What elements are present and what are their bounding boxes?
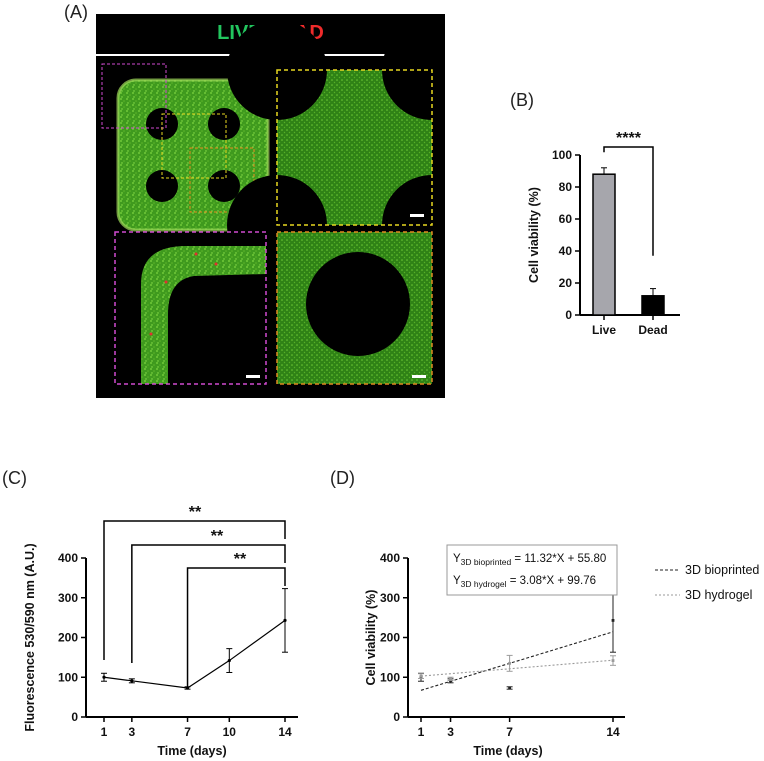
scale-bar [410, 214, 424, 217]
point-3d-bioprinted [449, 679, 452, 683]
fit-line-3d-bioprinted [420, 631, 614, 691]
chart-c-x-tick-label: 7 [184, 725, 191, 739]
chart-c-y-tick-label: 0 [71, 710, 78, 724]
scaffold-pore [208, 170, 240, 202]
equation-box [446, 544, 618, 596]
bar-live [592, 173, 616, 316]
chart-b-x-tick-label: Dead [638, 323, 667, 337]
chart-b-x-tick-label: Live [592, 323, 616, 337]
micrograph-image [101, 20, 445, 385]
chart-b-y-tick-label: 80 [559, 180, 573, 194]
chart-d-x-tick-label: 7 [506, 725, 513, 739]
scale-bar [412, 375, 426, 378]
chart-c-x-label: Time (days) [157, 744, 226, 758]
point-3d-hydrogel [419, 674, 423, 678]
chart-c-point [102, 675, 106, 679]
chart-c-point [227, 658, 231, 663]
chart-c-y-tick-label: 100 [58, 670, 78, 684]
chart-b-y-tick-label: 20 [559, 276, 573, 290]
chart-b-y-tick-label: 60 [559, 212, 573, 226]
chart-d-x-tick-label: 14 [606, 725, 620, 739]
chart-c-point [130, 679, 134, 683]
bar-dead [641, 295, 665, 316]
point-3d-hydrogel [449, 677, 452, 681]
chart-d-x-tick-label: 1 [418, 725, 425, 739]
chart-d-x-label: Time (days) [473, 744, 542, 758]
chart-c-point [185, 686, 190, 690]
chart-d-y-label: Cell viability (%) [364, 590, 378, 686]
scaffold-pore [146, 170, 178, 202]
chart-c-y-tick-label: 200 [58, 631, 78, 645]
point-3d-hydrogel [611, 659, 615, 662]
point-3d-hydrogel [508, 661, 512, 665]
chart-d-y-tick-label: 400 [380, 551, 400, 565]
legend-label-3d-hydrogel: 3D hydrogel [685, 588, 752, 602]
chart-b-significance-label: **** [616, 130, 642, 147]
chart-c-x-tick-label: 10 [223, 725, 237, 739]
zoom-box-magenta [101, 63, 167, 129]
inset-orange [276, 231, 433, 385]
chart-b-y-tick-label: 100 [552, 148, 572, 162]
chart-b-y-tick-label: 40 [559, 244, 573, 258]
panel-label-d: (D) [330, 468, 355, 488]
scaffold-overview [101, 63, 270, 232]
chart-c-x-tick-label: 1 [101, 725, 108, 739]
panel-label-b: (B) [510, 90, 534, 110]
chart-c-y-label: Fluorescence 530/590 nm (A.U.) [23, 543, 37, 731]
scale-bar [246, 375, 260, 378]
chart-c-y-tick-label: 300 [58, 591, 78, 605]
panel-label-c: (C) [2, 468, 27, 488]
chart-b-y-tick-label: 0 [565, 308, 572, 322]
chart-c-point [283, 618, 287, 623]
inset-magenta [114, 231, 267, 385]
chart-d-y-tick-label: 0 [393, 710, 400, 724]
point-3d-bioprinted [419, 675, 423, 679]
chart-c-x-tick-label: 14 [278, 725, 292, 739]
chart-c-significance-bracket [103, 520, 286, 660]
equation-1: Y3D bioprinted = 11.32*X + 55.80 [453, 553, 606, 567]
chart-c-significance-bracket [186, 567, 286, 688]
chart-c-series-line [103, 619, 286, 689]
point-3d-bioprinted [611, 619, 615, 622]
chart-d-x-tick-label: 3 [447, 725, 454, 739]
chart-c-significance-label: ** [234, 551, 247, 568]
chart-c-significance-bracket [131, 544, 286, 663]
chart-d-y-tick-label: 200 [380, 631, 400, 645]
chart-d-y-tick-label: 300 [380, 591, 400, 605]
legend-label-3d-bioprinted: 3D bioprinted [685, 563, 759, 577]
panel-label-a: (A) [64, 2, 88, 22]
chart-d-y-tick-label: 100 [380, 670, 400, 684]
chart-b-y-label: Cell viability (%) [527, 187, 541, 283]
chart-c-y-tick-label: 400 [58, 551, 78, 565]
scaffold-pore [208, 108, 240, 140]
chart-c-x-tick-label: 3 [129, 725, 136, 739]
point-3d-bioprinted [508, 686, 512, 690]
chart-c-significance-label: ** [211, 528, 224, 545]
zoom-box-orange [189, 147, 255, 213]
equation-2: Y3D hydrogel = 3.08*X + 99.76 [453, 575, 596, 589]
zoom-box-yellow [161, 113, 227, 179]
chart-c-significance-label: ** [189, 504, 202, 521]
micrograph-panel: LIVE DEAD [96, 14, 445, 398]
chart-b-significance-bracket [603, 146, 654, 256]
fit-line-3d-hydrogel [420, 659, 614, 677]
